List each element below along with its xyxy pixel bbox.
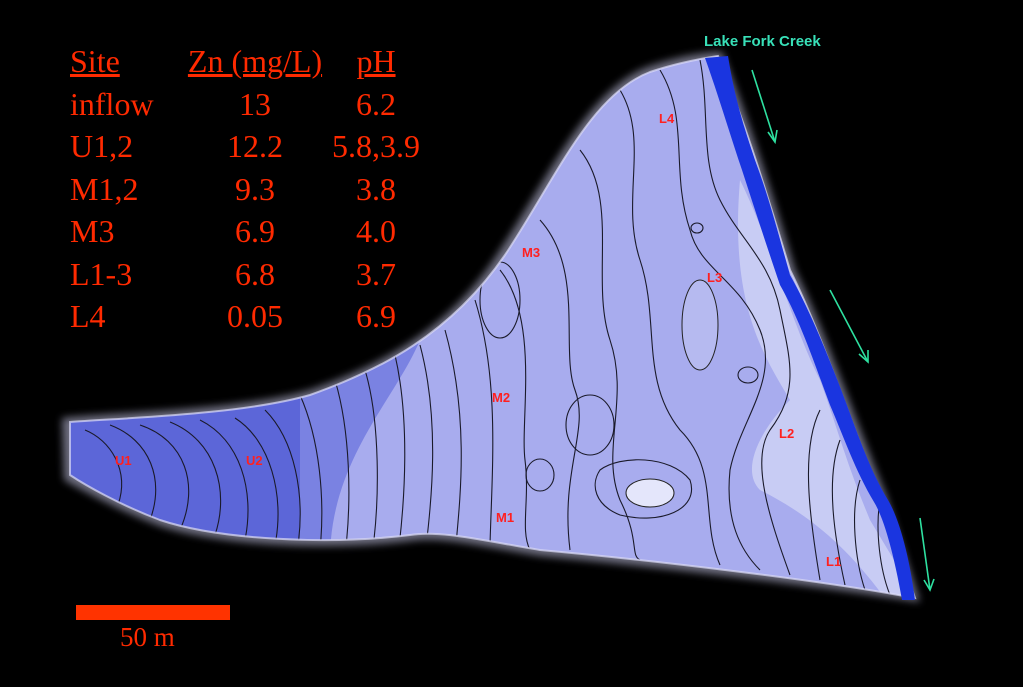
cell-ph: 3.8 xyxy=(356,170,396,207)
cell-zn: 12.2 xyxy=(227,128,283,164)
flow-arrows xyxy=(751,69,935,592)
flow-arrow xyxy=(919,517,931,591)
site-label-l2: L2 xyxy=(779,426,794,441)
cell-site: M3 xyxy=(70,213,115,249)
site-label-u2: U2 xyxy=(246,453,263,468)
cell-zn: 6.9 xyxy=(235,213,275,249)
arrow-head-icon xyxy=(858,350,869,364)
cell-site: U1,2 xyxy=(70,128,134,164)
cell-zn: 6.8 xyxy=(235,255,275,292)
cell-ph: 4.0 xyxy=(356,213,396,249)
cell-site: L4 xyxy=(70,298,106,334)
flow-arrow xyxy=(751,69,776,143)
site-label-l1: L1 xyxy=(826,554,841,569)
scale-label: 50 m xyxy=(120,622,175,652)
site-label-m3: M3 xyxy=(522,245,540,260)
cell-site: M1,2 xyxy=(70,170,139,207)
cell-zn: 13 xyxy=(239,85,271,122)
site-label-m1: M1 xyxy=(496,510,514,525)
creek-label: Lake Fork Creek xyxy=(704,33,821,50)
site-label-l3: L3 xyxy=(707,270,722,285)
site-label-l4: L4 xyxy=(659,111,675,126)
flow-arrow xyxy=(829,289,869,363)
cell-ph: 3.7 xyxy=(356,255,396,292)
cell-ph: 5.8,3.9 xyxy=(332,128,420,164)
contour-lines xyxy=(84,59,891,596)
cell-zn: 0.05 xyxy=(227,298,283,334)
site-labels: U1 U2 M1 M2 M3 L1 L2 L3 L4 xyxy=(115,111,841,569)
arrow-head-icon xyxy=(923,578,935,592)
cell-site: inflow xyxy=(70,85,154,122)
cell-ph: 6.9 xyxy=(356,298,396,334)
arrow-head-icon xyxy=(767,129,778,145)
header-ph: pH xyxy=(356,43,396,79)
site-label-m2: M2 xyxy=(492,390,510,405)
scale-bar xyxy=(76,605,230,620)
cell-ph: 6.2 xyxy=(356,85,396,122)
creek-channel xyxy=(705,56,915,600)
site-label-u1: U1 xyxy=(115,453,132,468)
header-zn: Zn (mg/L) xyxy=(187,43,323,79)
cell-zn: 9.3 xyxy=(235,170,275,207)
cell-site: L1-3 xyxy=(70,255,133,292)
header-site: Site xyxy=(70,43,120,79)
